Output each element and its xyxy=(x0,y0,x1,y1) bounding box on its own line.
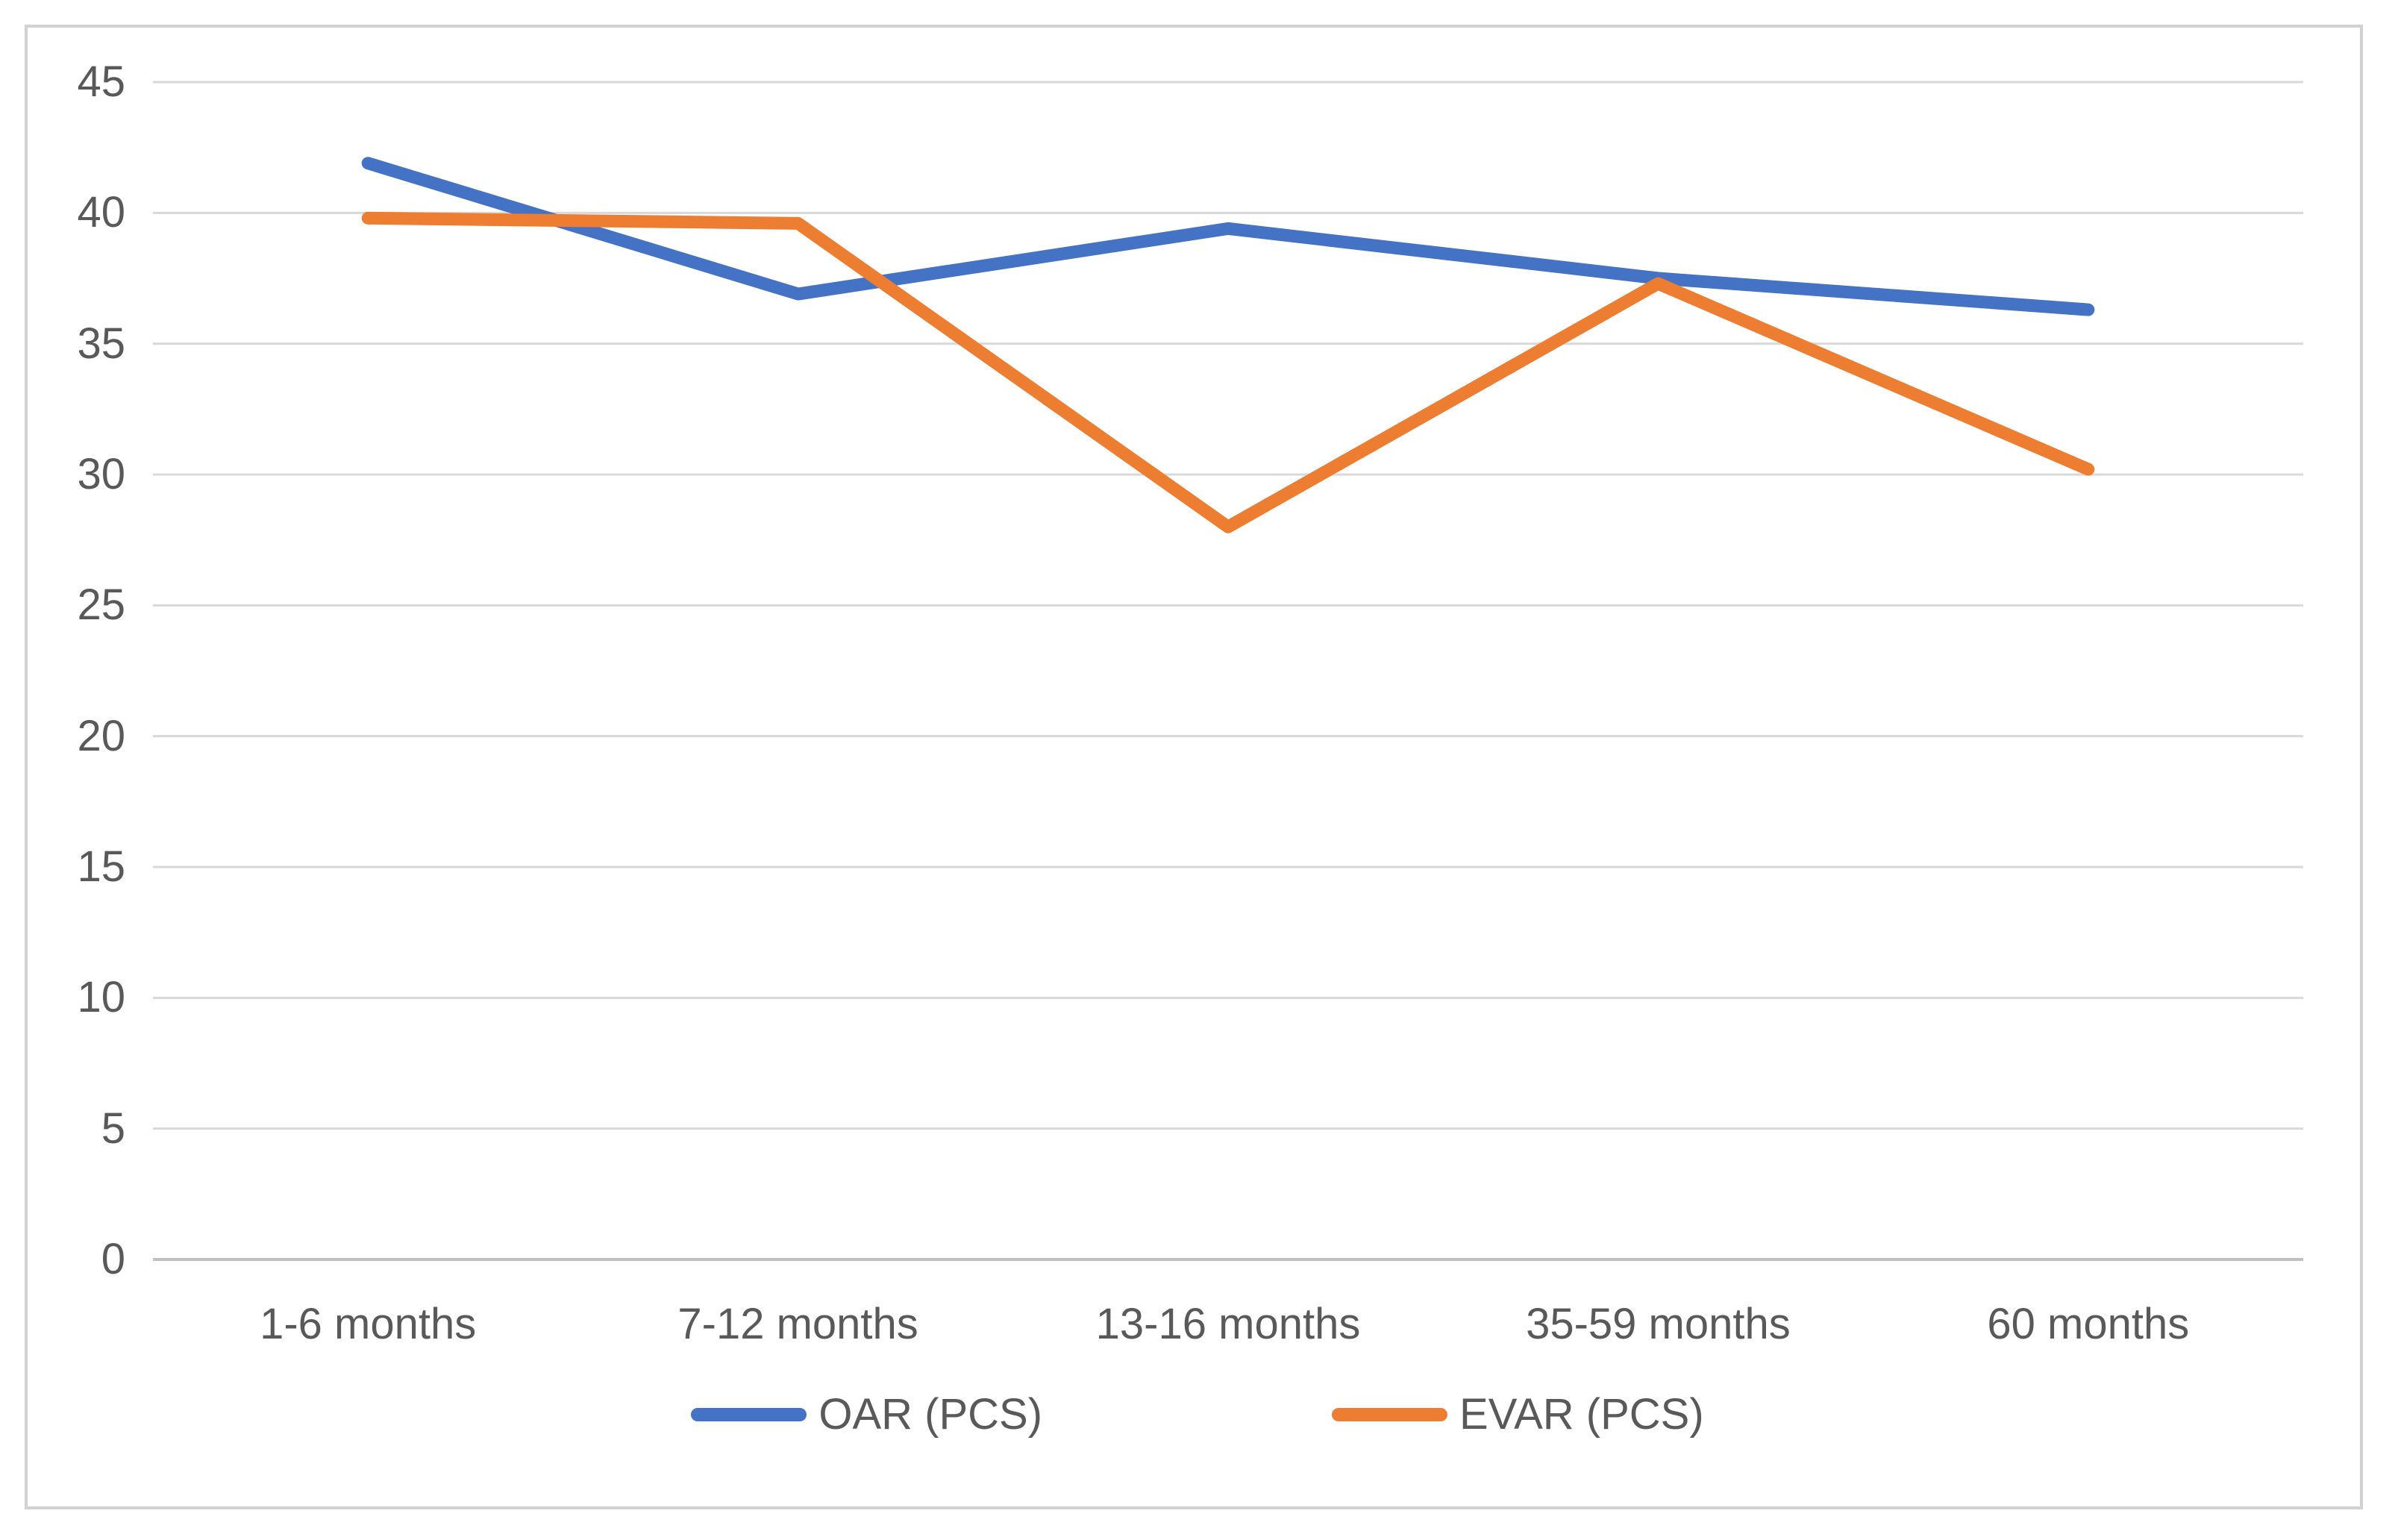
x-axis-category-label: 7-12 months xyxy=(677,1300,918,1348)
chart-frame xyxy=(25,25,2363,1509)
y-axis-tick-label: 45 xyxy=(77,57,125,106)
x-axis-category-label: 13-16 months xyxy=(1095,1300,1361,1348)
y-axis-tick-label: 15 xyxy=(77,842,125,891)
legend-swatch-oar-pcs xyxy=(691,1408,807,1421)
y-axis-tick-label: 10 xyxy=(77,973,125,1022)
legend-item-oar-pcs: OAR (PCS) xyxy=(691,1393,1042,1436)
series-line-evar-pcs xyxy=(361,211,2095,533)
legend-label: OAR (PCS) xyxy=(818,1390,1043,1439)
chart-legend: OAR (PCS) EVAR (PCS) xyxy=(0,1385,2395,1444)
y-axis-tick-label: 20 xyxy=(77,711,125,760)
legend-item-evar-pcs: EVAR (PCS) xyxy=(1332,1393,1704,1436)
y-axis-tick-label: 25 xyxy=(77,580,125,630)
y-axis-tick-label: 0 xyxy=(101,1235,125,1283)
y-axis-tick-label: 40 xyxy=(77,188,125,237)
y-axis-tick-label: 35 xyxy=(77,319,125,368)
legend-label: EVAR (PCS) xyxy=(1459,1390,1704,1439)
y-axis-tick-label: 5 xyxy=(101,1104,125,1153)
y-axis-tick-label: 30 xyxy=(77,450,125,498)
x-axis-category-label: 60 months xyxy=(1987,1300,2190,1348)
legend-swatch-evar-pcs xyxy=(1332,1408,1448,1421)
x-axis-category-label: 35-59 months xyxy=(1526,1300,1791,1348)
series-line-oar-pcs xyxy=(361,157,2095,316)
x-axis-category-label: 1-6 months xyxy=(260,1300,477,1348)
